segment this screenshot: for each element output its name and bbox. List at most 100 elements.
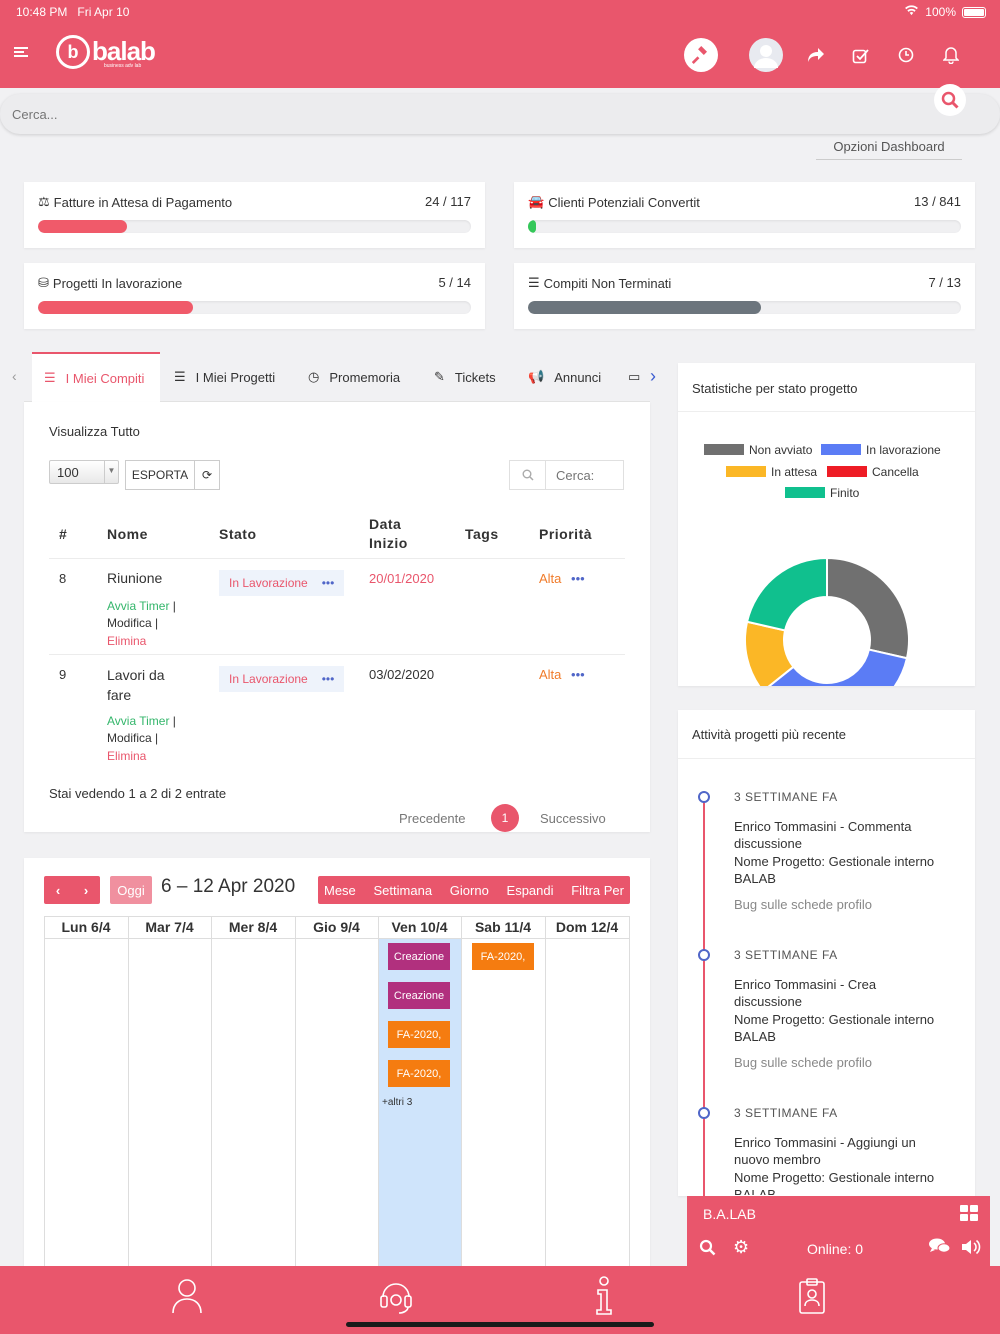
calendar-event[interactable]: FA-2020, [388,1021,450,1048]
calendar-event[interactable]: Creazione [388,982,450,1009]
headset-icon[interactable] [376,1274,416,1318]
table-search-input[interactable] [546,461,622,489]
clock-icon: ◷ [308,369,320,384]
legend-label[interactable]: Cancella [872,465,919,479]
tab-my-projects[interactable]: ☰ I Miei Progetti [174,352,275,402]
status-badge[interactable]: In Lavorazione ••• [219,569,345,596]
task-name[interactable]: Riunione [107,569,163,586]
calendar-event[interactable]: FA-2020, [388,1060,450,1087]
search-input[interactable] [0,94,900,134]
start-timer-link[interactable]: Avvia Timer [107,713,170,728]
task-name[interactable]: Lavori da fare [107,666,165,703]
tab-scroll-right-icon[interactable]: › [650,366,656,386]
volume-icon[interactable] [961,1239,981,1260]
legend-label[interactable]: Non avviato [749,443,813,457]
chat-bubbles-icon[interactable] [929,1238,951,1259]
chat-widget[interactable]: B.A.LAB ⚙ Online: 0 [687,1196,990,1268]
day-header: Ven 10/4 [391,919,448,935]
donut-slice[interactable] [745,556,828,632]
chevron-right-icon[interactable]: › [83,882,89,898]
col-status[interactable]: Stato [219,525,257,542]
gavel-icon[interactable] [684,38,718,72]
view-week-button[interactable]: Settimana [373,882,433,898]
logo[interactable]: b balab business adv lab [56,35,156,69]
stat-progress-bar [528,220,961,233]
legend-label[interactable]: Finito [830,486,860,500]
timeline-dot [698,1107,710,1119]
tab-tickets[interactable]: ✎ Tickets [434,352,496,402]
view-month-button[interactable]: Mese [324,882,356,898]
checkbox-icon[interactable] [843,38,877,72]
search-icon[interactable] [699,1239,716,1261]
today-button[interactable]: Oggi [110,876,152,904]
activity-item[interactable]: 3 SETTIMANE FA Enrico Tommasini - Crea d… [734,947,934,1071]
legend-label[interactable]: In attesa [771,465,817,479]
filter-button[interactable]: Filtra Per [571,882,624,898]
stat-label: Fatture in Attesa di Pagamento [53,194,233,210]
tab-my-tasks[interactable]: ☰ I Miei Compiti [32,352,160,402]
col-tags[interactable]: Tags [465,525,499,542]
start-timer-link[interactable]: Avvia Timer [107,598,170,613]
calendar-event[interactable]: FA-2020, [472,943,534,970]
id-badge-icon[interactable] [792,1274,832,1318]
priority-label: Alta [539,666,562,682]
tab-scroll-left-icon[interactable]: ‹ [12,368,17,384]
status-badge[interactable]: In Lavorazione ••• [219,665,345,692]
activity-text: discussione [734,994,802,1009]
edit-link[interactable]: Modifica [107,616,152,630]
view-day-button[interactable]: Giorno [449,882,489,898]
chevron-left-icon[interactable]: ‹ [55,882,61,898]
donut-slice[interactable] [826,556,910,660]
tab-more[interactable]: ▭ [628,352,640,402]
avatar[interactable] [749,38,783,72]
online-count: Online: 0 [807,1241,864,1257]
menu-icon[interactable] [14,47,28,59]
calendar-event[interactable]: Creazione [388,943,450,970]
tab-announcements[interactable]: 📢 Annunci [528,352,601,402]
more-icon[interactable]: ••• [571,666,585,682]
legend-swatch [785,487,825,498]
clock-icon[interactable] [889,38,923,72]
edit-link[interactable]: Modifica [107,731,152,745]
list-icon: ☰ [528,275,540,290]
expand-button[interactable]: Espandi [506,882,554,898]
activity-item[interactable]: 3 SETTIMANE FA Enrico Tommasini - Aggiun… [734,1105,934,1195]
tab-reminders[interactable]: ◷ Promemoria [308,352,400,402]
view-all-link[interactable]: Visualizza Tutto [49,424,140,439]
next-page-button[interactable]: Successivo [540,811,606,826]
page-1-button[interactable]: 1 [491,804,519,832]
col-priority[interactable]: Priorità [539,525,593,542]
col-name[interactable]: Nome [107,525,148,542]
global-search [0,84,1000,134]
share-icon[interactable] [799,38,833,72]
delete-link[interactable]: Elimina [107,633,147,648]
activity-item[interactable]: 3 SETTIMANE FA Enrico Tommasini - Commen… [734,789,934,913]
dashboard-options-button[interactable]: Opzioni Dashboard [816,136,962,160]
info-icon[interactable] [584,1274,624,1318]
tasks-table: # Nome Stato Data Inizio Tags Priorità 8… [49,510,625,766]
refresh-icon[interactable]: ⟳ [194,460,220,490]
more-icon[interactable]: ••• [571,570,585,586]
col-num[interactable]: # [59,525,68,542]
stat-progress-bar [38,220,471,233]
window-icon: ▭ [628,369,641,384]
logo-text: balab [92,35,156,66]
activity-time: 3 SETTIMANE FA [734,948,838,962]
prev-page-button[interactable]: Precedente [399,811,466,826]
page-size-select[interactable]: 100 ▼ [49,460,119,484]
grid-icon[interactable] [960,1205,978,1226]
calendar-panel: ‹ › Oggi 6 – 12 Apr 2020 Mese Settimana … [24,858,650,1278]
stat-card-leads: 🚘 Clienti Potenziali Convertit 13 / 841 [514,182,975,248]
gear-icon[interactable]: ⚙ [733,1237,750,1257]
more-events-link[interactable]: +altri 3 [382,1097,413,1108]
legend-label[interactable]: In lavorazione [866,443,941,457]
home-indicator [346,1322,654,1327]
col-start-date[interactable]: Data Inizio [369,510,465,558]
timeline-dot [698,949,710,961]
search-icon[interactable] [934,84,966,116]
user-icon[interactable] [167,1274,207,1318]
export-button[interactable]: ESPORTA [125,460,195,490]
donut-slice[interactable] [763,648,909,686]
delete-link[interactable]: Elimina [107,748,147,763]
bell-icon[interactable] [934,38,968,72]
